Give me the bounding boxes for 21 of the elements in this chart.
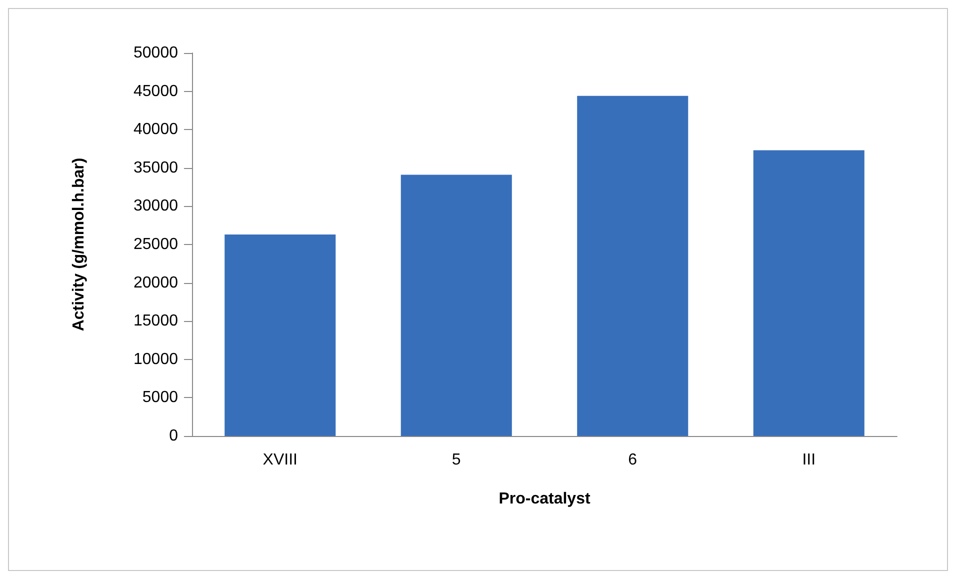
x-tick-label: 5 bbox=[452, 452, 461, 468]
y-tick-label: 35000 bbox=[134, 159, 178, 176]
x-axis-title: Pro-catalyst bbox=[498, 490, 591, 508]
y-tick-label: 5000 bbox=[142, 389, 178, 406]
bar bbox=[753, 150, 864, 436]
y-tick-label: 0 bbox=[169, 428, 178, 444]
y-tick-label: 30000 bbox=[134, 198, 178, 215]
y-tick-label: 20000 bbox=[134, 274, 178, 292]
bar bbox=[400, 174, 512, 436]
y-tick-label: 40000 bbox=[134, 121, 178, 138]
x-tick-label: III bbox=[802, 452, 816, 468]
x-tick-label: XVIII bbox=[262, 452, 298, 468]
bar bbox=[577, 96, 688, 436]
bar bbox=[224, 234, 336, 436]
y-tick-label: 25000 bbox=[134, 236, 178, 253]
x-tick-label: 6 bbox=[628, 452, 638, 468]
y-tick-label: 10000 bbox=[134, 350, 178, 368]
y-axis-title: Activity (g/mmol.h.bar) bbox=[70, 158, 88, 332]
y-tick-label: 50000 bbox=[134, 44, 178, 62]
y-tick-label: 15000 bbox=[134, 312, 178, 330]
y-tick-label: 45000 bbox=[134, 82, 178, 100]
